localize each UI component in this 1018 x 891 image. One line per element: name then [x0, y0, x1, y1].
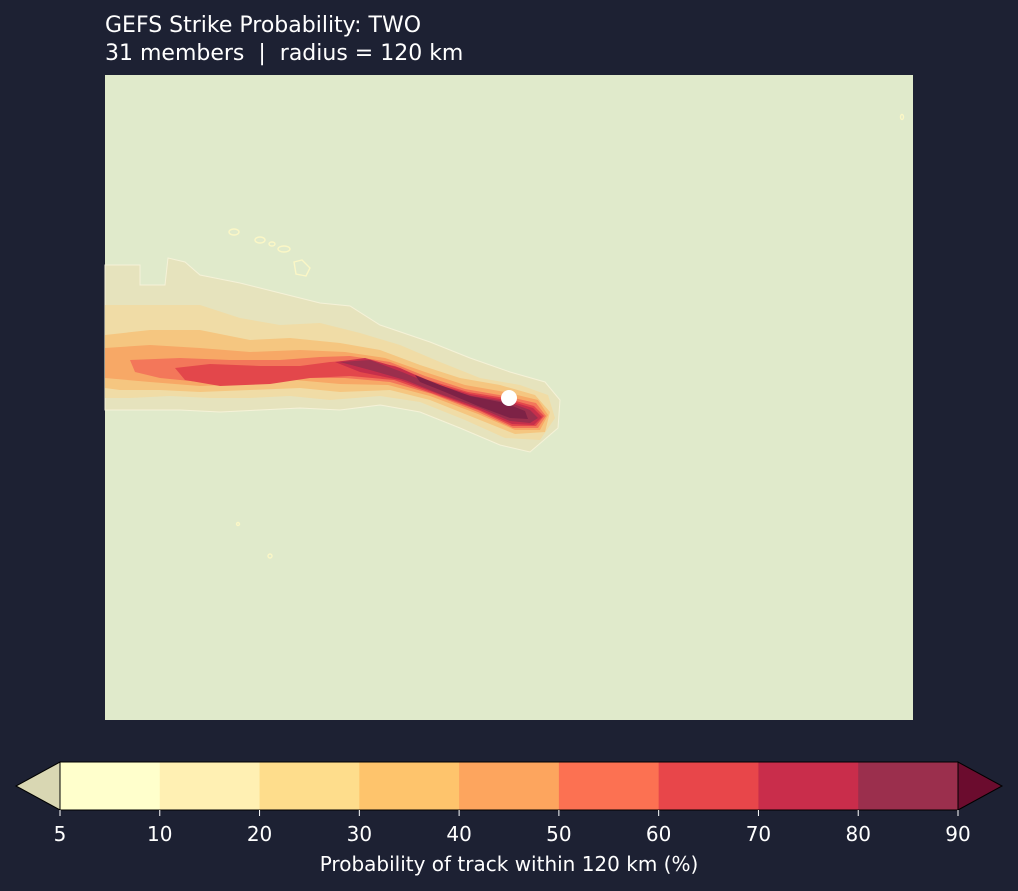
- colorbar-tick-label: 60: [645, 822, 672, 846]
- colorbar-tick-label: 40: [446, 822, 472, 846]
- storm-position-marker: [501, 390, 517, 406]
- colorbar-extend-under: [14, 761, 61, 811]
- colorbar-tick-label: 90: [945, 822, 971, 846]
- colorbar-segment-30: [359, 762, 460, 810]
- probability-map: [104, 75, 913, 720]
- chart-title: GEFS Strike Probability: TWO: [105, 13, 422, 38]
- chart-subtitle: 31 members | radius = 120 km: [105, 41, 464, 66]
- colorbar-tick-label: 50: [546, 822, 572, 846]
- colorbar-tick-label: 30: [346, 822, 373, 846]
- colorbar-segment-50: [558, 762, 660, 810]
- prob-contour-80: [415, 375, 528, 419]
- colorbar-tick-label: 20: [246, 822, 273, 846]
- coastlines: [228, 113, 905, 559]
- prob-contour-50: [175, 360, 544, 426]
- colorbar-segment-10: [159, 762, 261, 810]
- colorbar: [14, 761, 1004, 816]
- colorbar-tick-label: 5: [53, 822, 67, 846]
- colorbar-tick-label: 80: [845, 822, 871, 846]
- colorbar-segment-40: [459, 762, 560, 810]
- colorbar-segment-20: [259, 762, 360, 810]
- colorbar-extend-over: [957, 761, 1004, 811]
- colorbar-segment-5: [60, 762, 161, 810]
- colorbar-tick-label: 70: [745, 822, 772, 846]
- colorbar-tick-label: 10: [147, 822, 173, 846]
- colorbar-segment-70: [758, 762, 859, 810]
- colorbar-label: Probability of track within 120 km (%): [319, 852, 699, 876]
- colorbar-frame: [59, 761, 959, 811]
- colorbar-segment-60: [658, 762, 759, 810]
- colorbar-segment-80: [858, 762, 959, 810]
